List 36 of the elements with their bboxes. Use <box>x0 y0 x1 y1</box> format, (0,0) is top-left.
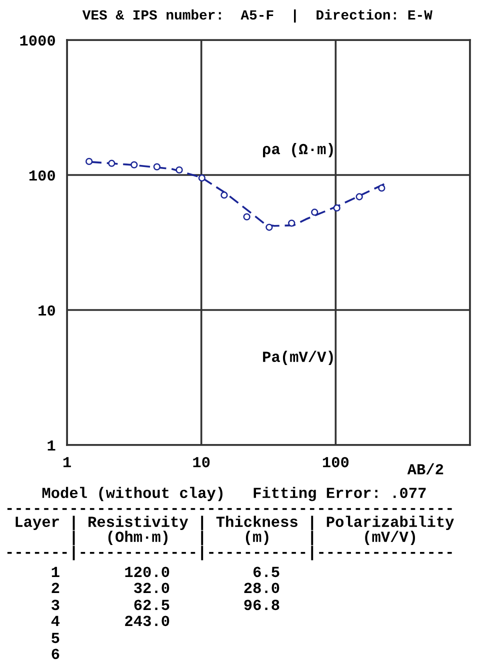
point <box>176 166 183 174</box>
x-tick-label: 100 <box>322 456 349 468</box>
text: | (Ohm·m) | (m) | (mV/V) <box>72 530 415 546</box>
text: 3 62.5 96.8 <box>52 600 280 610</box>
y-tick-label: 100 <box>29 170 56 181</box>
x-axis-title: AB/2 <box>407 463 444 474</box>
point <box>333 204 340 212</box>
chart-title: VES & IPS number: A5-F | Direction: E-W <box>82 9 432 23</box>
annotation: Pa(mV/V) <box>263 350 333 366</box>
text: 1 120.0 6.5 <box>52 566 280 578</box>
point <box>153 163 160 170</box>
x-tick-label: 1 <box>63 457 71 468</box>
point <box>198 174 206 182</box>
text: 5 <box>52 632 60 644</box>
x-tick-label: 10 <box>193 456 210 468</box>
point <box>288 220 296 227</box>
text: ------------------------------------------------- <box>7 508 452 510</box>
text: 2 32.0 28.0 <box>52 582 280 594</box>
point <box>220 192 228 199</box>
point <box>243 213 250 220</box>
point <box>378 184 386 192</box>
point <box>311 208 318 216</box>
point <box>130 161 138 168</box>
point <box>356 193 363 200</box>
point <box>86 158 93 166</box>
text: 6 <box>52 648 60 660</box>
point <box>266 224 273 231</box>
point <box>108 160 116 167</box>
text: Model (without clay) Fitting Error: .077 <box>42 486 426 502</box>
text: -------|-------------|-----------|--------------- <box>7 546 452 560</box>
annotation: ρa (Ω·m) <box>263 143 333 158</box>
text: 4 243.0 <box>51 616 170 626</box>
y-tick-label: 1000 <box>20 35 56 46</box>
text: Layer | Resistivity | Thickness | Polarizability <box>16 516 454 530</box>
y-tick-label: 1 <box>48 440 56 451</box>
y-tick-label: 10 <box>38 305 56 316</box>
